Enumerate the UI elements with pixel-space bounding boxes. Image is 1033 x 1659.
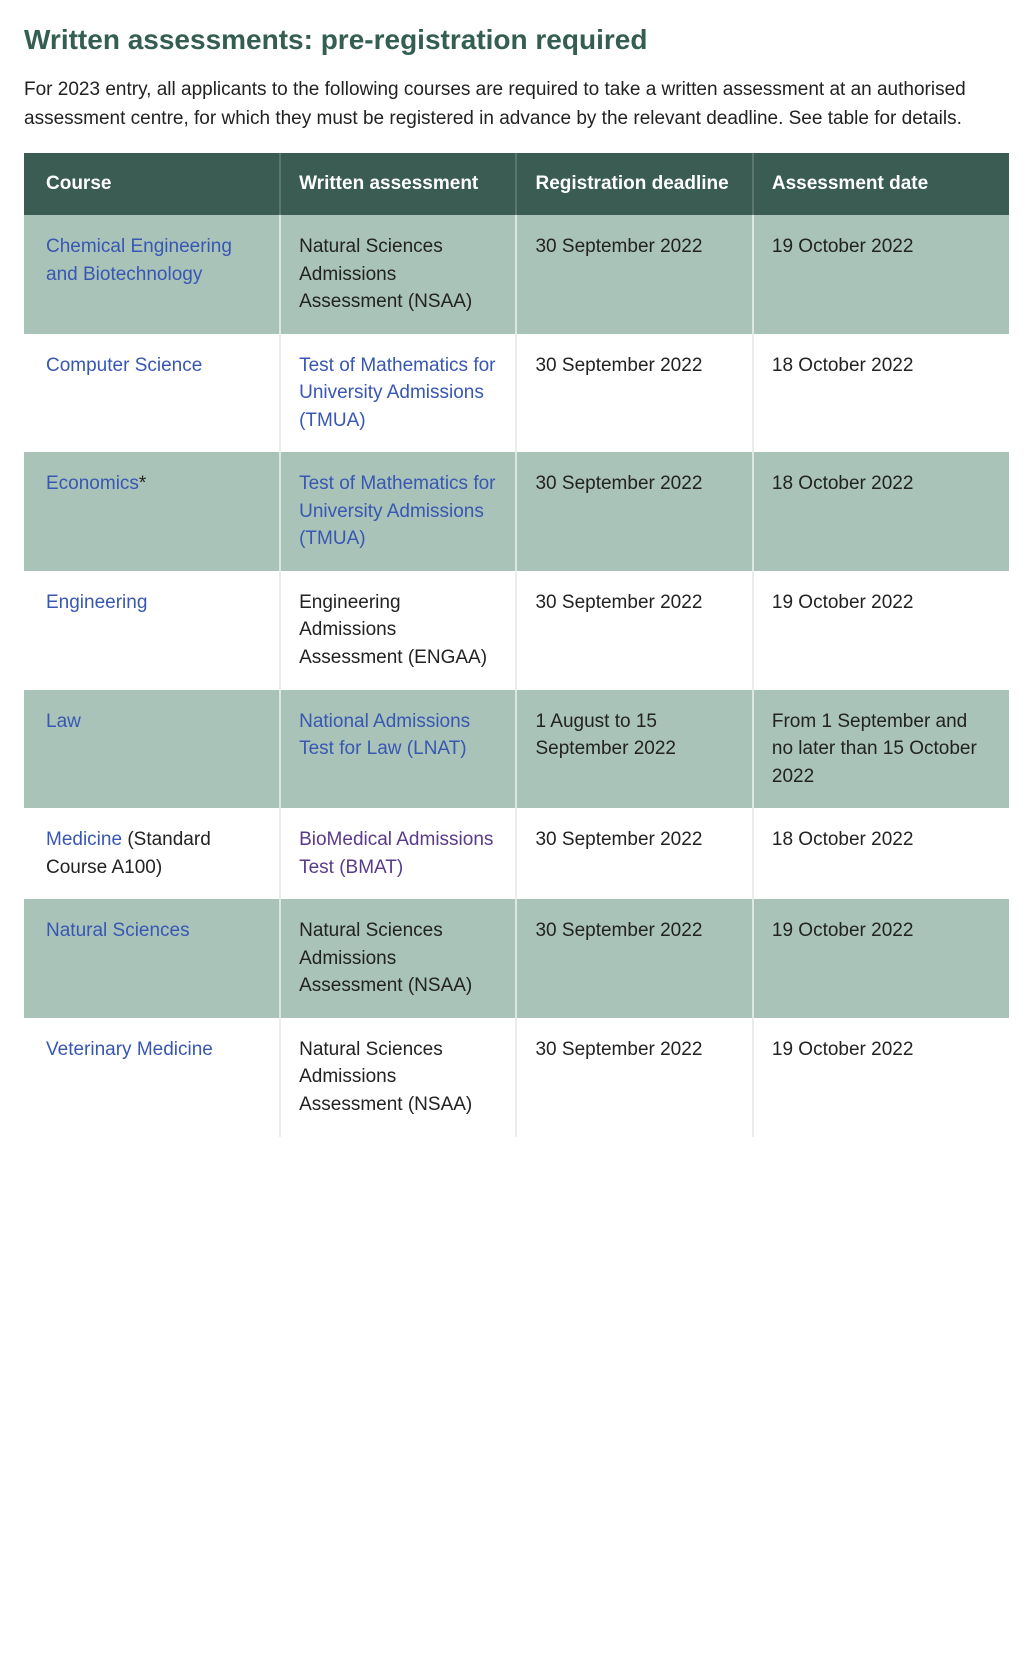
cell-date: 19 October 2022 <box>753 1018 1009 1137</box>
cell-assessment: National Admissions Test for Law (LNAT) <box>280 690 516 809</box>
cell-assessment: Engineering Admissions Assessment (ENGAA… <box>280 571 516 690</box>
cell-course: Medicine (Standard Course A100) <box>24 808 280 899</box>
table-row: Economics*Test of Mathematics for Univer… <box>24 452 1009 571</box>
cell-date: 19 October 2022 <box>753 571 1009 690</box>
cell-course: Engineering <box>24 571 280 690</box>
cell-course: Economics* <box>24 452 280 571</box>
cell-deadline: 30 September 2022 <box>516 334 752 453</box>
cell-assessment: Natural Sciences Admissions Assessment (… <box>280 215 516 334</box>
assessment-text: Natural Sciences Admissions Assessment (… <box>299 236 472 312</box>
cell-course: Law <box>24 690 280 809</box>
cell-date: From 1 September and no later than 15 Oc… <box>753 690 1009 809</box>
assessment-text: Natural Sciences Admissions Assessment (… <box>299 1039 472 1115</box>
page-heading: Written assessments: pre-registration re… <box>24 24 1009 56</box>
cell-course: Chemical Engineering and Biotechnology <box>24 215 280 334</box>
cell-assessment: Natural Sciences Admissions Assessment (… <box>280 899 516 1018</box>
cell-assessment: Test of Mathematics for University Admis… <box>280 452 516 571</box>
course-link[interactable]: Engineering <box>46 592 147 613</box>
cell-course: Computer Science <box>24 334 280 453</box>
cell-course: Veterinary Medicine <box>24 1018 280 1137</box>
course-link[interactable]: Economics <box>46 473 139 494</box>
cell-deadline: 30 September 2022 <box>516 215 752 334</box>
course-link[interactable]: Natural Sciences <box>46 920 190 941</box>
table-row: Natural Sciences Natural Sciences Admissi… <box>24 899 1009 1018</box>
cell-date: 18 October 2022 <box>753 452 1009 571</box>
th-assessment: Written assessment <box>280 153 516 215</box>
th-deadline: Registration deadline <box>516 153 752 215</box>
course-link[interactable]: Medicine <box>46 829 122 850</box>
cell-deadline: 30 September 2022 <box>516 899 752 1018</box>
table-row: Computer Science Test of Mathematics for … <box>24 334 1009 453</box>
course-link[interactable]: Veterinary Medicine <box>46 1039 213 1060</box>
course-link[interactable]: Computer Science <box>46 355 202 376</box>
intro-paragraph: For 2023 entry, all applicants to the fo… <box>24 76 1009 133</box>
assessment-link[interactable]: Test of Mathematics for University Admis… <box>299 473 495 549</box>
cell-date: 18 October 2022 <box>753 808 1009 899</box>
assessment-text: Engineering Admissions Assessment (ENGAA… <box>299 592 487 668</box>
cell-assessment: Natural Sciences Admissions Assessment (… <box>280 1018 516 1137</box>
cell-assessment: Test of Mathematics for University Admis… <box>280 334 516 453</box>
table-row: Veterinary Medicine Natural Sciences Admi… <box>24 1018 1009 1137</box>
table-header-row: Course Written assessment Registration d… <box>24 153 1009 215</box>
table-row: Medicine (Standard Course A100) BioMedica… <box>24 808 1009 899</box>
cell-deadline: 30 September 2022 <box>516 571 752 690</box>
cell-date: 18 October 2022 <box>753 334 1009 453</box>
assessment-link[interactable]: Test of Mathematics for University Admis… <box>299 355 495 431</box>
assessment-link[interactable]: National Admissions Test for Law (LNAT) <box>299 711 470 760</box>
table-row: Law National Admissions Test for Law (LNA… <box>24 690 1009 809</box>
table-row: Chemical Engineering and Biotechnology Na… <box>24 215 1009 334</box>
th-date: Assessment date <box>753 153 1009 215</box>
assessments-table: Course Written assessment Registration d… <box>24 153 1009 1137</box>
th-course: Course <box>24 153 280 215</box>
assessment-text: Natural Sciences Admissions Assessment (… <box>299 920 472 996</box>
cell-assessment: BioMedical Admissions Test (BMAT) <box>280 808 516 899</box>
cell-deadline: 1 August to 15 September 2022 <box>516 690 752 809</box>
cell-course: Natural Sciences <box>24 899 280 1018</box>
cell-date: 19 October 2022 <box>753 899 1009 1018</box>
course-link[interactable]: Law <box>46 711 81 732</box>
cell-deadline: 30 September 2022 <box>516 452 752 571</box>
assessment-link[interactable]: BioMedical Admissions Test (BMAT) <box>299 829 493 878</box>
cell-date: 19 October 2022 <box>753 215 1009 334</box>
cell-deadline: 30 September 2022 <box>516 808 752 899</box>
cell-deadline: 30 September 2022 <box>516 1018 752 1137</box>
table-row: Engineering Engineering Admissions Assess… <box>24 571 1009 690</box>
course-link[interactable]: Chemical Engineering and Biotechnology <box>46 236 232 285</box>
course-suffix: * <box>139 473 146 494</box>
